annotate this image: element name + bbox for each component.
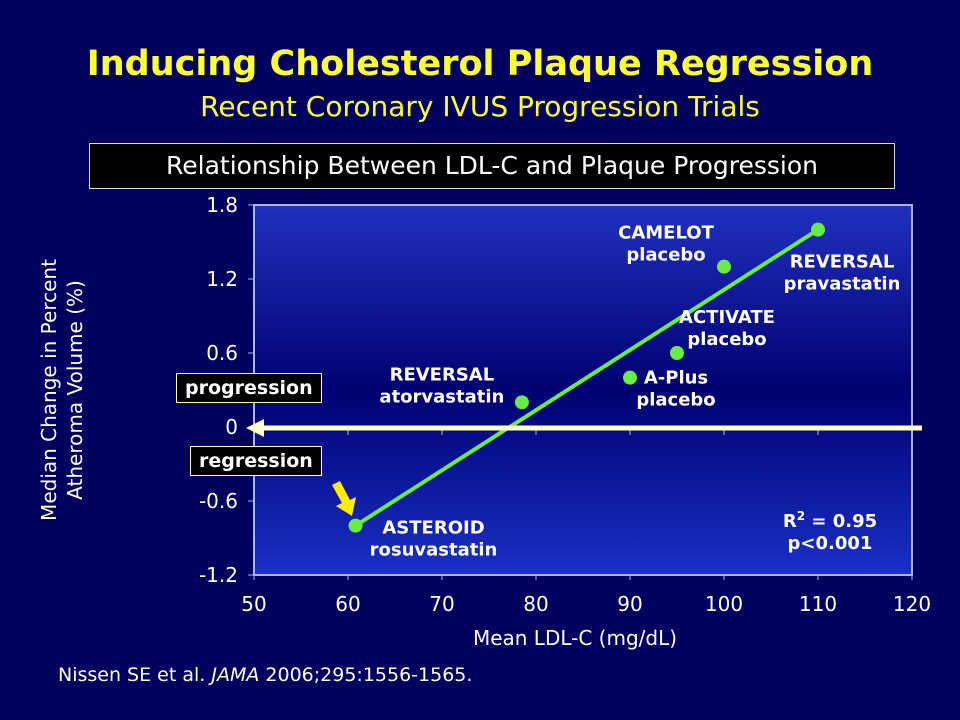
y-tick-label: 1.8 bbox=[206, 193, 238, 217]
slide-title: Inducing Cholesterol Plaque Regression bbox=[86, 44, 874, 84]
y-tick-label: 0 bbox=[225, 415, 238, 439]
point-label: ACTIVATE bbox=[679, 307, 775, 328]
plot-area bbox=[253, 204, 913, 576]
y-axis-label-line2: Atheroma Volume (%) bbox=[63, 280, 87, 500]
r-squared: R2 = 0.95 bbox=[783, 509, 877, 532]
data-point bbox=[623, 370, 637, 385]
data-point bbox=[717, 259, 731, 274]
point-label: REVERSAL bbox=[790, 252, 895, 273]
y-axis-label-line1: Median Change in Percent bbox=[37, 259, 61, 521]
chart-title-box: Relationship Between LDL-C and Plaque Pr… bbox=[89, 143, 895, 189]
y-tick-label: 0.6 bbox=[206, 341, 238, 365]
regression-arrow-icon bbox=[332, 481, 356, 516]
point-label: REVERSAL bbox=[390, 364, 495, 385]
point-label: placebo bbox=[626, 245, 705, 266]
slide-subtitle: Recent Coronary IVUS Progression Trials bbox=[200, 90, 760, 123]
x-axis-label: Mean LDL-C (mg/dL) bbox=[473, 626, 677, 650]
point-label: rosuvastatin bbox=[370, 540, 498, 561]
point-label: placebo bbox=[636, 390, 715, 411]
data-point bbox=[670, 346, 684, 360]
x-tick-label: 110 bbox=[799, 592, 837, 616]
point-label: pravastatin bbox=[784, 274, 901, 295]
x-tick-label: 90 bbox=[617, 592, 642, 616]
y-tick-label: -0.6 bbox=[199, 489, 238, 513]
point-label: ASTEROID bbox=[382, 518, 484, 539]
x-tick-label: 50 bbox=[241, 592, 266, 616]
zero-arrow-head-icon bbox=[246, 419, 264, 437]
x-tick-label: 60 bbox=[335, 592, 360, 616]
y-tick-label: 1.2 bbox=[206, 267, 238, 291]
x-tick-label: 80 bbox=[523, 592, 548, 616]
data-point bbox=[811, 222, 825, 237]
citation: Nissen SE et al. JAMA 2006;295:1556-1565… bbox=[58, 664, 473, 686]
x-tick-label: 100 bbox=[705, 592, 743, 616]
point-label: placebo bbox=[687, 329, 766, 350]
data-point bbox=[514, 395, 529, 410]
x-tick-label: 70 bbox=[429, 592, 454, 616]
point-label: A-Plus bbox=[644, 368, 708, 389]
y-tick-label: -1.2 bbox=[199, 563, 238, 587]
data-point bbox=[348, 518, 363, 533]
regression-fit-line bbox=[354, 227, 820, 528]
x-tick-label: 120 bbox=[893, 592, 931, 616]
p-value: p<0.001 bbox=[788, 533, 873, 554]
point-label: CAMELOT bbox=[618, 223, 714, 244]
point-label: atorvastatin bbox=[379, 386, 504, 407]
regression-label: regression bbox=[190, 446, 322, 476]
progression-label: progression bbox=[176, 373, 322, 403]
